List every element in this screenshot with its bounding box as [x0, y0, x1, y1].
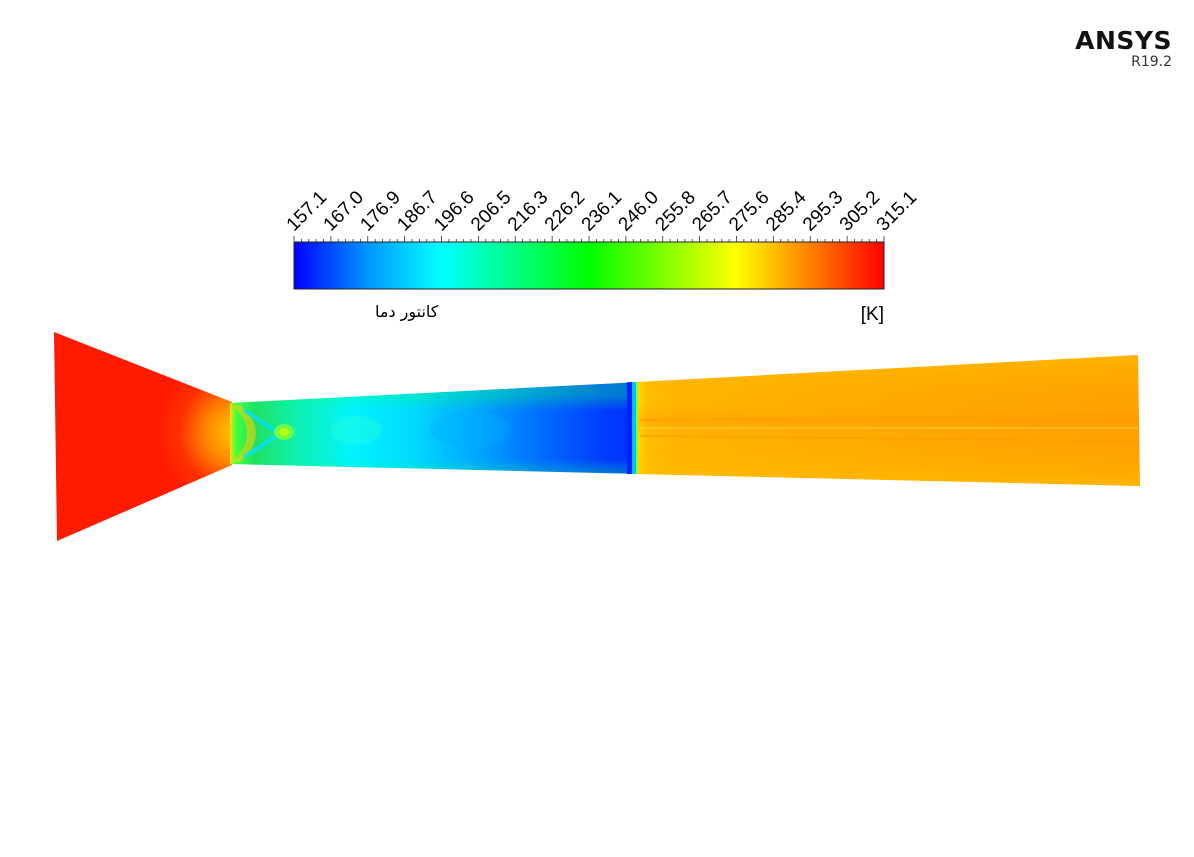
color-legend: 157.1167.0176.9186.7196.6206.5216.3226.2… [283, 187, 921, 325]
logo-brand-text: ANSYS [1075, 26, 1172, 55]
inlet-section [54, 332, 232, 541]
outlet-streak-lower [639, 435, 1139, 442]
legend-tick-labels: 157.1167.0176.9186.7196.6206.5216.3226.2… [283, 187, 921, 236]
ansys-logo: ANSYS R19.2 [1075, 28, 1172, 69]
legend-tick-label: 255.8 [651, 187, 699, 235]
legend-tick-label: 167.0 [320, 187, 368, 235]
legend-title: کانتور دما [375, 302, 439, 322]
legend-tick-label: 157.1 [283, 187, 331, 235]
legend-tick-label: 285.4 [762, 187, 811, 236]
expansion-cell-1 [330, 416, 382, 444]
legend-tick-label: 305.2 [836, 187, 884, 235]
throat-hot-core [232, 405, 256, 462]
shock-upstream-band [627, 382, 632, 474]
legend-unit: [K] [861, 304, 884, 325]
legend-tick-label: 216.3 [504, 187, 552, 235]
legend-tick-label: 265.7 [688, 187, 736, 235]
legend-tick-label: 196.6 [430, 187, 478, 235]
logo-version-text: R19.2 [1131, 54, 1172, 70]
legend-tick-marks [293, 236, 885, 242]
nozzle-temperature-contour [54, 332, 1140, 541]
throat-reflection-core [279, 428, 289, 436]
legend-tick-label: 176.9 [356, 187, 404, 235]
legend-tick-label: 315.1 [873, 187, 921, 235]
legend-tick-label: 295.3 [799, 187, 847, 235]
outlet-shear-layer [638, 355, 1140, 486]
legend-tick-label: 236.1 [578, 187, 626, 235]
shock-front [632, 382, 636, 474]
legend-tick-label: 186.7 [393, 187, 441, 235]
legend-tick-label: 275.6 [725, 187, 773, 235]
legend-tick-label: 246.0 [615, 187, 663, 235]
legend-tick-label: 206.5 [467, 187, 515, 235]
outlet-streak-upper [639, 414, 1139, 421]
legend-tick-label: 226.2 [541, 187, 589, 235]
expansion-cell-2 [430, 412, 510, 448]
legend-colorbar [293, 241, 885, 290]
diverging-wall-layer [230, 382, 640, 474]
